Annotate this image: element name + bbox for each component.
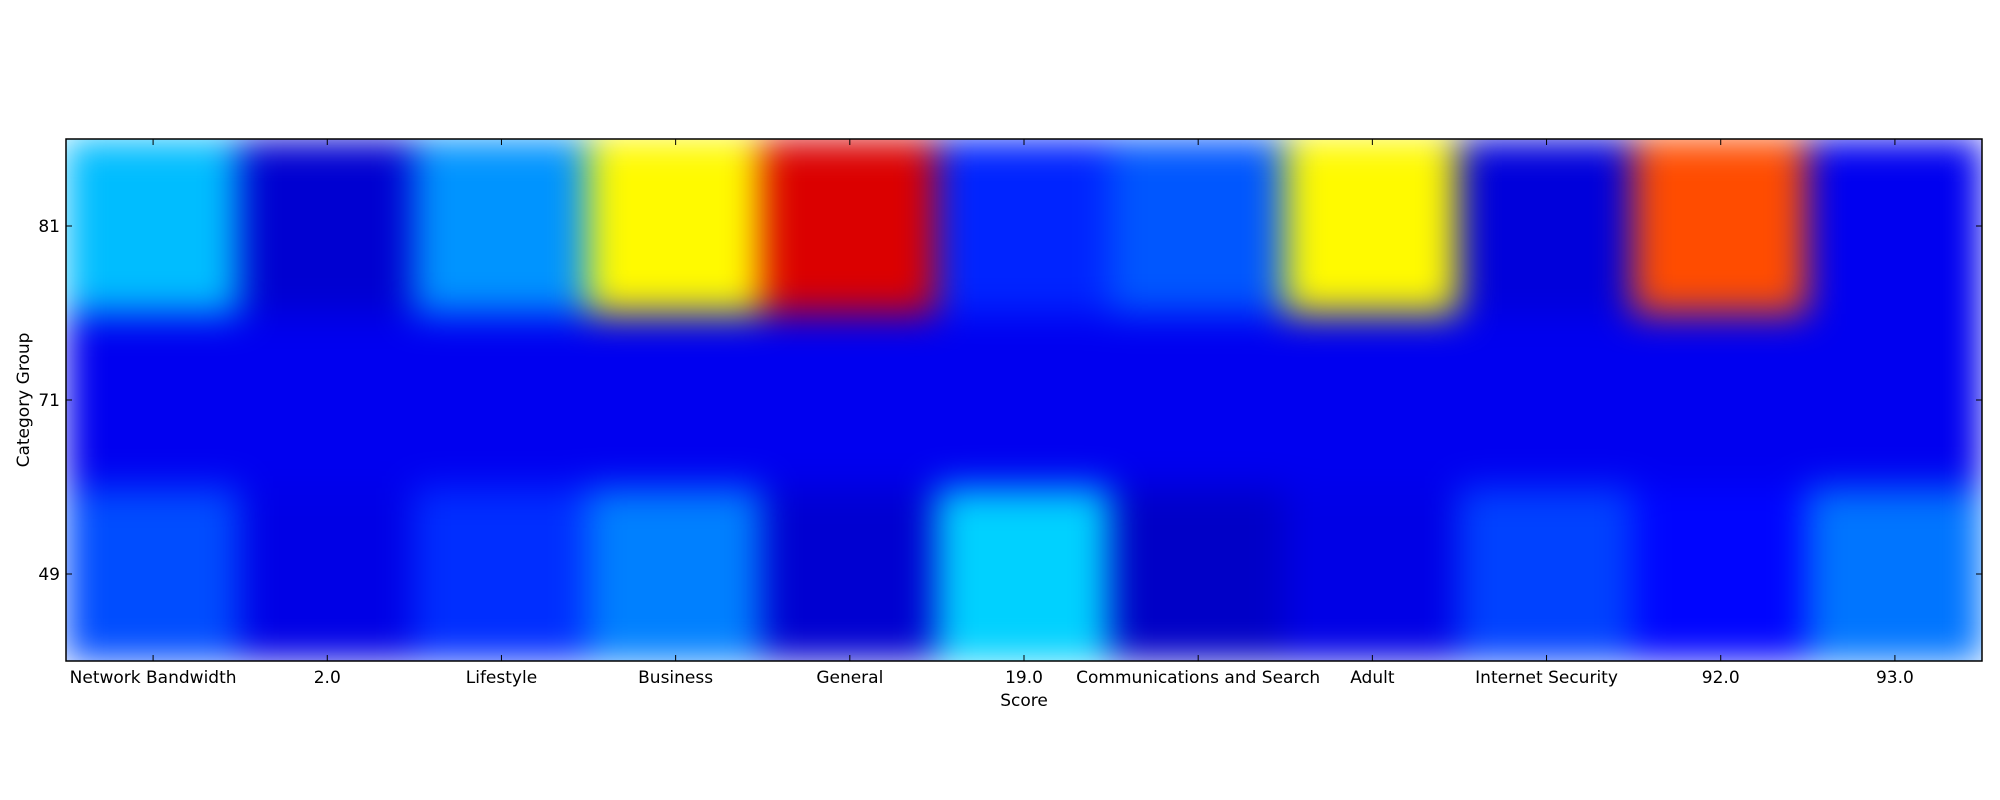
heatmap-cells xyxy=(66,139,1982,661)
heatmap-cell xyxy=(761,312,938,488)
x-axis-ticks: Network Bandwidth 2.0 Lifestyle Business Gen… xyxy=(70,139,1914,688)
x-tick-label: Business xyxy=(638,668,713,688)
x-tick-label: Communications and Search xyxy=(1076,668,1320,688)
x-tick-label: Internet Security xyxy=(1475,668,1618,688)
heatmap-cell xyxy=(935,139,1113,314)
x-tick-label: 19.0 xyxy=(1005,668,1043,688)
heatmap-cell xyxy=(1806,139,1982,314)
x-tick-label: Lifestyle xyxy=(466,668,537,688)
x-tick-label: Adult xyxy=(1350,668,1395,688)
heatmap-cell xyxy=(935,486,1113,661)
x-tick-label: General xyxy=(816,668,883,688)
heatmap-cell xyxy=(1284,312,1461,488)
heatmap-cell xyxy=(1632,139,1809,314)
heatmap-cell xyxy=(587,486,764,661)
heatmap-cell xyxy=(66,312,242,488)
heatmap-cell xyxy=(1806,312,1982,488)
x-tick-label: 92.0 xyxy=(1702,668,1740,688)
y-tick-label: 81 xyxy=(38,217,60,237)
heatmap-cell xyxy=(1110,312,1287,488)
y-tick-label: 49 xyxy=(38,565,60,585)
heatmap-cell xyxy=(1458,486,1635,661)
heatmap-cell xyxy=(1458,312,1635,488)
heatmap-cell xyxy=(413,312,590,488)
x-tick-label: 2.0 xyxy=(314,668,341,688)
heatmap-cell xyxy=(413,139,590,314)
x-axis-label: Score xyxy=(1000,691,1048,711)
heatmap-cell xyxy=(761,139,938,314)
heatmap-cell xyxy=(239,486,416,661)
heatmap-cell xyxy=(935,312,1113,488)
heatmap-cell xyxy=(761,486,938,661)
heatmap-cell xyxy=(1458,139,1635,314)
x-tick-label: Network Bandwidth xyxy=(70,668,237,688)
y-axis-ticks: 49 71 81 xyxy=(38,217,1982,585)
heatmap-cell xyxy=(1806,486,1982,661)
y-tick-label: 71 xyxy=(38,391,60,411)
heatmap-cell xyxy=(587,312,764,488)
heatmap-cell xyxy=(1284,486,1461,661)
heatmap-cell xyxy=(66,139,242,314)
heatmap-cell xyxy=(1284,139,1461,314)
heatmap-cell xyxy=(1632,486,1809,661)
y-axis-label: Category Group xyxy=(14,333,34,468)
heatmap-cell xyxy=(1110,486,1287,661)
heatmap-cell xyxy=(1110,139,1287,314)
heatmap-cell xyxy=(239,312,416,488)
heatmap-cell xyxy=(587,139,764,314)
heatmap-cell xyxy=(239,139,416,314)
heatmap-cell xyxy=(1632,312,1809,488)
x-tick-label: 93.0 xyxy=(1876,668,1914,688)
heatmap-cell xyxy=(413,486,590,661)
heatmap-cell xyxy=(66,486,242,661)
